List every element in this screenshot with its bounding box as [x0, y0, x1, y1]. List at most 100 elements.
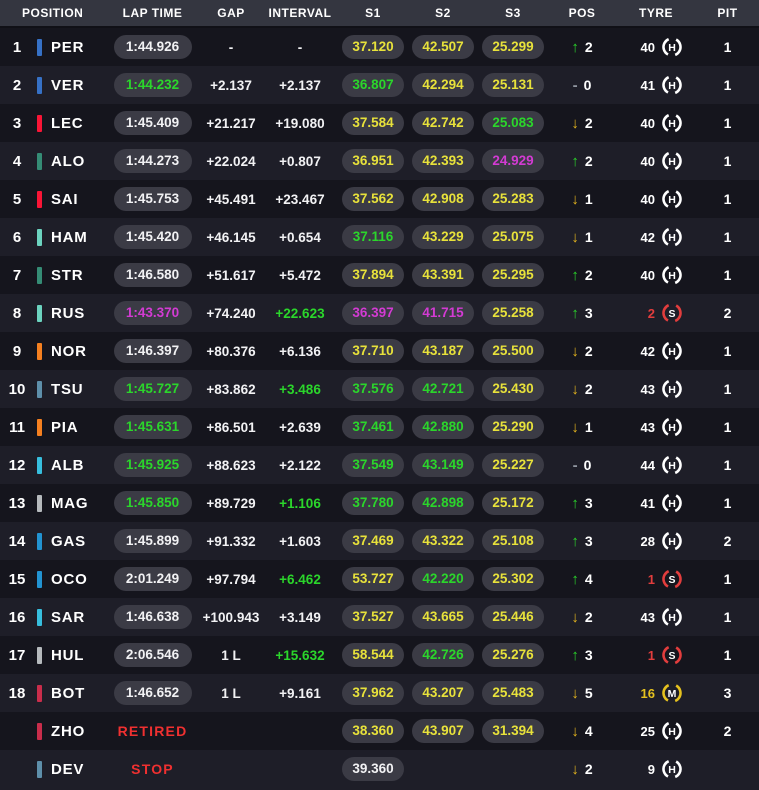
driver-row[interactable]: 13 MAG 1:45.850 +89.729 +1.106 37.780 42.898 25… — [0, 484, 759, 522]
position-change-value: 3 — [584, 647, 593, 663]
sector2-time: 43.229 — [412, 225, 474, 249]
sector3-time: 25.075 — [482, 225, 544, 249]
position-number: 7 — [12, 266, 22, 284]
team-color-bar — [37, 152, 42, 170]
lap-time: 1:44.232 — [113, 73, 192, 97]
driver-row[interactable]: 7 STR 1:46.580 +51.617 +5.472 37.894 43.391 25.… — [0, 256, 759, 294]
driver-row[interactable]: 15 OCO 2:01.249 +97.794 +6.462 53.727 42.220 25… — [0, 560, 759, 598]
sector2-time: 43.149 — [412, 453, 474, 477]
tyre-compound-icon: H — [662, 37, 682, 57]
svg-text:H: H — [668, 156, 676, 168]
sector1-time: 36.951 — [342, 149, 404, 173]
tyre-compound-icon: H — [662, 455, 682, 475]
driver-row[interactable]: 4 ALO 1:44.273 +22.024 +0.807 36.951 42.393 24.… — [0, 142, 759, 180]
driver-row[interactable]: 11 PIA 1:45.631 +86.501 +2.639 37.461 42.880 25… — [0, 408, 759, 446]
gap-value: +83.862 — [206, 381, 256, 397]
driver-row[interactable]: 16 SAR 1:46.638 +100.943 +3.149 37.527 43.665 2… — [0, 598, 759, 636]
position-down-arrow-icon: ↓ — [571, 380, 579, 398]
interval-value: +22.623 — [275, 305, 325, 321]
sector1-time: 38.360 — [342, 719, 404, 743]
sector3-time: 25.500 — [482, 339, 544, 363]
tyre-compound-icon: H — [662, 227, 682, 247]
svg-text:H: H — [668, 346, 676, 358]
driver-row[interactable]: 5 SAI 1:45.753 +45.491 +23.467 37.562 42.908 25… — [0, 180, 759, 218]
driver-code: RUS — [51, 304, 86, 322]
interval-value: +2.137 — [279, 77, 321, 93]
driver-row[interactable]: ZHO RETIRED 38.360 43.907 31.394 ↓ 4 25 H 2 — [0, 712, 759, 750]
tyre-compound-icon: H — [662, 759, 682, 779]
sector1-time: 37.562 — [342, 187, 404, 211]
sector2-time: 42.742 — [412, 111, 474, 135]
driver-row[interactable]: 18 BOT 1:46.652 1 L +9.161 37.962 43.207 25.483… — [0, 674, 759, 712]
position-number: 8 — [12, 304, 22, 322]
driver-row[interactable]: 17 HUL 2:06.546 1 L +15.632 58.544 42.726 25.27… — [0, 636, 759, 674]
sector3-time: 31.394 — [482, 719, 544, 743]
lap-time: 1:45.631 — [113, 415, 192, 439]
lap-time: 1:45.925 — [113, 453, 192, 477]
pit-count: 1 — [723, 39, 732, 55]
position-number: 17 — [8, 646, 26, 664]
driver-row[interactable]: 14 GAS 1:45.899 +91.332 +1.603 37.469 43.322 25… — [0, 522, 759, 560]
lap-time: 1:44.273 — [113, 149, 192, 173]
lap-time: 1:45.420 — [113, 225, 192, 249]
sector2-time: 42.294 — [412, 73, 474, 97]
position-number: 14 — [8, 532, 26, 550]
driver-row[interactable]: 8 RUS 1:43.370 +74.240 +22.623 36.397 41.715 25… — [0, 294, 759, 332]
team-color-bar — [37, 532, 42, 550]
sector2-time: 42.507 — [412, 35, 474, 59]
position-number: 11 — [9, 418, 25, 436]
driver-row[interactable]: 12 ALB 1:45.925 +88.623 +2.122 37.549 43.149 25… — [0, 446, 759, 484]
driver-row[interactable]: 6 HAM 1:45.420 +46.145 +0.654 37.116 43.229 25.… — [0, 218, 759, 256]
position-down-arrow-icon: ↓ — [571, 608, 579, 626]
svg-text:H: H — [668, 536, 676, 548]
tyre-compound-icon: M — [662, 683, 682, 703]
driver-row[interactable]: 1 PER 1:44.926 - - 37.120 42.507 25.299 ↑ 2 40 H 1 — [0, 28, 759, 66]
sector2-time: 43.322 — [412, 529, 474, 553]
lap-time: 1:45.850 — [113, 491, 192, 515]
tyre-age: 43 — [640, 419, 655, 435]
tyre-age: 1 — [647, 571, 655, 587]
gap-value: +80.376 — [206, 343, 256, 359]
position-change-value: 2 — [584, 761, 593, 777]
position-up-arrow-icon: ↑ — [571, 304, 579, 322]
driver-row[interactable]: 2 VER 1:44.232 +2.137 +2.137 36.807 42.294 25.1… — [0, 66, 759, 104]
header-tyre: TYRE — [638, 6, 673, 20]
tyre-compound-icon: S — [662, 569, 682, 589]
tyre-compound-icon: H — [662, 721, 682, 741]
driver-row[interactable]: 10 TSU 1:45.727 +83.862 +3.486 37.576 42.721 25… — [0, 370, 759, 408]
svg-text:H: H — [668, 384, 676, 396]
position-number: 3 — [12, 114, 22, 132]
driver-row[interactable]: 3 LEC 1:45.409 +21.217 +19.080 37.584 42.742 25… — [0, 104, 759, 142]
tyre-compound-icon: H — [662, 531, 682, 551]
sector1-time: 37.461 — [342, 415, 404, 439]
svg-text:H: H — [668, 764, 676, 776]
team-color-bar — [37, 646, 42, 664]
tyre-age: 9 — [647, 761, 655, 777]
header-pit: PIT — [717, 6, 738, 20]
tyre-compound-icon: H — [662, 341, 682, 361]
sector3-time: 24.929 — [482, 149, 544, 173]
lap-time: 1:46.638 — [113, 605, 192, 629]
interval-value: +9.161 — [279, 685, 321, 701]
position-number: 1 — [12, 38, 22, 56]
sector2-time: 43.391 — [412, 263, 474, 287]
position-change-value: 2 — [584, 381, 593, 397]
position-change-value: 2 — [584, 115, 593, 131]
sector1-time: 36.397 — [342, 301, 404, 325]
position-no-change-icon: - — [572, 456, 578, 474]
driver-row[interactable]: DEV STOP 39.360 ↓ 2 9 H — [0, 750, 759, 788]
interval-value: +3.486 — [279, 381, 321, 397]
interval-value: +23.467 — [275, 191, 325, 207]
team-color-bar — [37, 342, 42, 360]
interval-value: +6.462 — [279, 571, 321, 587]
position-change-value: 2 — [584, 609, 593, 625]
interval-value: +0.654 — [279, 229, 321, 245]
driver-code: BOT — [51, 684, 86, 702]
sector3-time: 25.276 — [482, 643, 544, 667]
position-change-value: 4 — [584, 571, 593, 587]
sector3-time: 25.258 — [482, 301, 544, 325]
driver-row[interactable]: 9 NOR 1:46.397 +80.376 +6.136 37.710 43.187 25.… — [0, 332, 759, 370]
sector1-time: 37.894 — [342, 263, 404, 287]
header-interval: INTERVAL — [268, 6, 332, 20]
